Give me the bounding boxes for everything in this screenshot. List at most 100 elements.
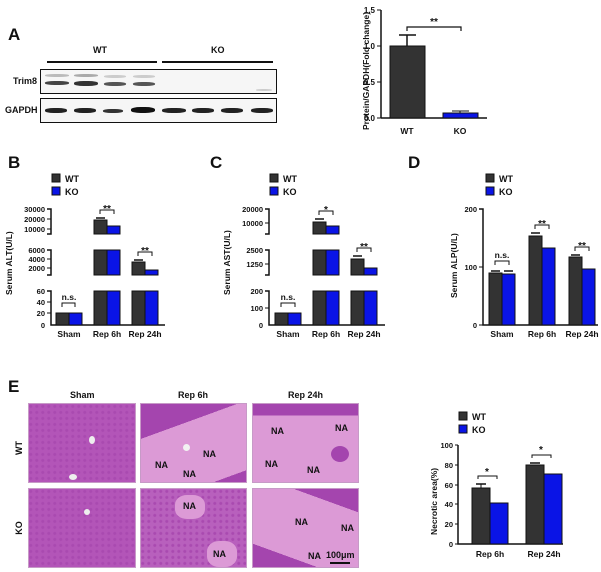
svg-text:Rep 24h: Rep 24h bbox=[565, 329, 598, 339]
svg-text:200: 200 bbox=[464, 205, 477, 214]
necrotic-area bbox=[175, 495, 205, 519]
panel-a-letter: A bbox=[8, 25, 21, 44]
histo-wt-rep6h: NA NA NA bbox=[140, 403, 247, 483]
svg-text:*: * bbox=[324, 205, 328, 216]
svg-text:Rep 24h: Rep 24h bbox=[347, 329, 380, 339]
bar-rep6h-wt bbox=[93, 219, 108, 235]
chart-c-serum-ast: WT KO Serum AST(U/L) 20000 10000 2500 1250… bbox=[222, 173, 385, 339]
legend-ko: KO bbox=[65, 187, 79, 197]
xtick-ko: KO bbox=[454, 126, 467, 136]
svg-text:1.0: 1.0 bbox=[364, 42, 376, 51]
na-label: NA bbox=[213, 549, 226, 559]
na-label: NA bbox=[183, 469, 196, 479]
svg-text:1250: 1250 bbox=[246, 260, 263, 269]
svg-text:*: * bbox=[485, 467, 489, 478]
na-label: NA bbox=[308, 551, 321, 561]
chart-a-protein-fold-change: Protein/GAPDH(Fold change) 1.5 1.0 0.5 0… bbox=[361, 6, 487, 136]
svg-text:**: ** bbox=[538, 219, 546, 230]
histo-ko-rep6h: NA NA bbox=[140, 488, 247, 568]
svg-text:n.s.: n.s. bbox=[281, 292, 296, 302]
panel-b-letter: B bbox=[8, 153, 21, 172]
panel-e-letter: E bbox=[8, 377, 20, 396]
na-label: NA bbox=[271, 426, 284, 436]
svg-text:20: 20 bbox=[37, 309, 45, 318]
svg-text:0: 0 bbox=[41, 321, 45, 330]
svg-text:Rep 6h: Rep 6h bbox=[93, 329, 121, 339]
svg-text:**: ** bbox=[360, 242, 368, 253]
na-label: NA bbox=[295, 517, 308, 527]
gapdh-band bbox=[251, 108, 273, 113]
panel-d-letter: D bbox=[408, 153, 421, 172]
na-label: NA bbox=[335, 423, 348, 433]
blot-wt-bracket-line bbox=[47, 61, 157, 63]
legend-wt: WT bbox=[65, 174, 79, 184]
na-label: NA bbox=[155, 460, 168, 470]
svg-text:10000: 10000 bbox=[242, 219, 263, 228]
svg-text:0: 0 bbox=[259, 321, 263, 330]
svg-text:2000: 2000 bbox=[28, 264, 45, 273]
bar-ko bbox=[442, 112, 479, 119]
trim8-band bbox=[133, 82, 155, 86]
svg-text:40: 40 bbox=[445, 500, 453, 509]
svg-text:100: 100 bbox=[440, 441, 453, 450]
trim8-blot bbox=[40, 69, 277, 94]
gapdh-band bbox=[74, 108, 96, 113]
svg-text:40: 40 bbox=[37, 298, 45, 307]
svg-text:Rep 6h: Rep 6h bbox=[312, 329, 340, 339]
na-label: NA bbox=[307, 465, 320, 475]
svg-text:Rep 6h: Rep 6h bbox=[476, 549, 504, 559]
chart-e-ylabel: Necrotic area(%) bbox=[429, 468, 439, 535]
trim8-band bbox=[104, 82, 126, 86]
histo-row-label-wt: WT bbox=[14, 441, 24, 455]
trim8-band bbox=[256, 89, 272, 91]
scale-bar bbox=[330, 562, 350, 564]
bar-rep24h-wt bbox=[525, 464, 545, 545]
svg-text:Sham: Sham bbox=[490, 329, 514, 339]
svg-text:Sham: Sham bbox=[57, 329, 81, 339]
bar-sham-ko bbox=[68, 312, 83, 326]
vessel bbox=[69, 474, 77, 480]
chart-e-necrotic-area: WT KO Necrotic area(%) 100 80 60 40 20 0… bbox=[429, 411, 563, 559]
trim8-band bbox=[45, 81, 69, 85]
gapdh-band bbox=[131, 107, 155, 113]
svg-text:4000: 4000 bbox=[28, 255, 45, 264]
svg-text:20: 20 bbox=[445, 520, 453, 529]
svg-text:30000: 30000 bbox=[24, 205, 45, 214]
gapdh-band bbox=[162, 108, 186, 113]
legend: WT KO bbox=[458, 411, 486, 435]
necrotic-area bbox=[207, 541, 237, 567]
svg-text:2500: 2500 bbox=[246, 246, 263, 255]
svg-text:Rep 24h: Rep 24h bbox=[128, 329, 161, 339]
bar-rep24h-ko bbox=[543, 473, 563, 545]
bar-sham-wt bbox=[55, 312, 70, 326]
bar-rep24h-ko bbox=[144, 269, 159, 276]
svg-text:Rep 24h: Rep 24h bbox=[527, 549, 560, 559]
svg-text:6000: 6000 bbox=[28, 246, 45, 255]
histo-wt-sham bbox=[28, 403, 136, 483]
svg-text:WT: WT bbox=[472, 412, 486, 422]
blot-row-label-gapdh: GAPDH bbox=[5, 105, 38, 115]
vessel bbox=[84, 509, 90, 515]
svg-text:20000: 20000 bbox=[24, 215, 45, 224]
histo-ko-rep24h: NA NA NA 100μm bbox=[252, 488, 359, 568]
legend: WT KO bbox=[485, 173, 513, 197]
na-label: NA bbox=[265, 459, 278, 469]
legend: WT KO bbox=[51, 173, 79, 197]
svg-text:10000: 10000 bbox=[24, 225, 45, 234]
bar-rep6h-ko bbox=[489, 502, 509, 545]
gapdh-band bbox=[45, 108, 67, 113]
bar-wt bbox=[389, 45, 426, 119]
svg-text:60: 60 bbox=[37, 287, 45, 296]
blot-group-label-ko: KO bbox=[211, 45, 225, 55]
blot-group-label-wt: WT bbox=[93, 45, 107, 55]
svg-text:20000: 20000 bbox=[242, 205, 263, 214]
svg-text:0: 0 bbox=[473, 321, 477, 330]
svg-text:200: 200 bbox=[250, 287, 263, 296]
gapdh-band bbox=[103, 109, 123, 113]
histo-ko-sham bbox=[28, 488, 136, 568]
vessel bbox=[89, 436, 95, 444]
chart-a-yticks: 1.5 1.0 0.5 0.0 bbox=[364, 6, 381, 123]
svg-text:0.5: 0.5 bbox=[364, 78, 376, 87]
